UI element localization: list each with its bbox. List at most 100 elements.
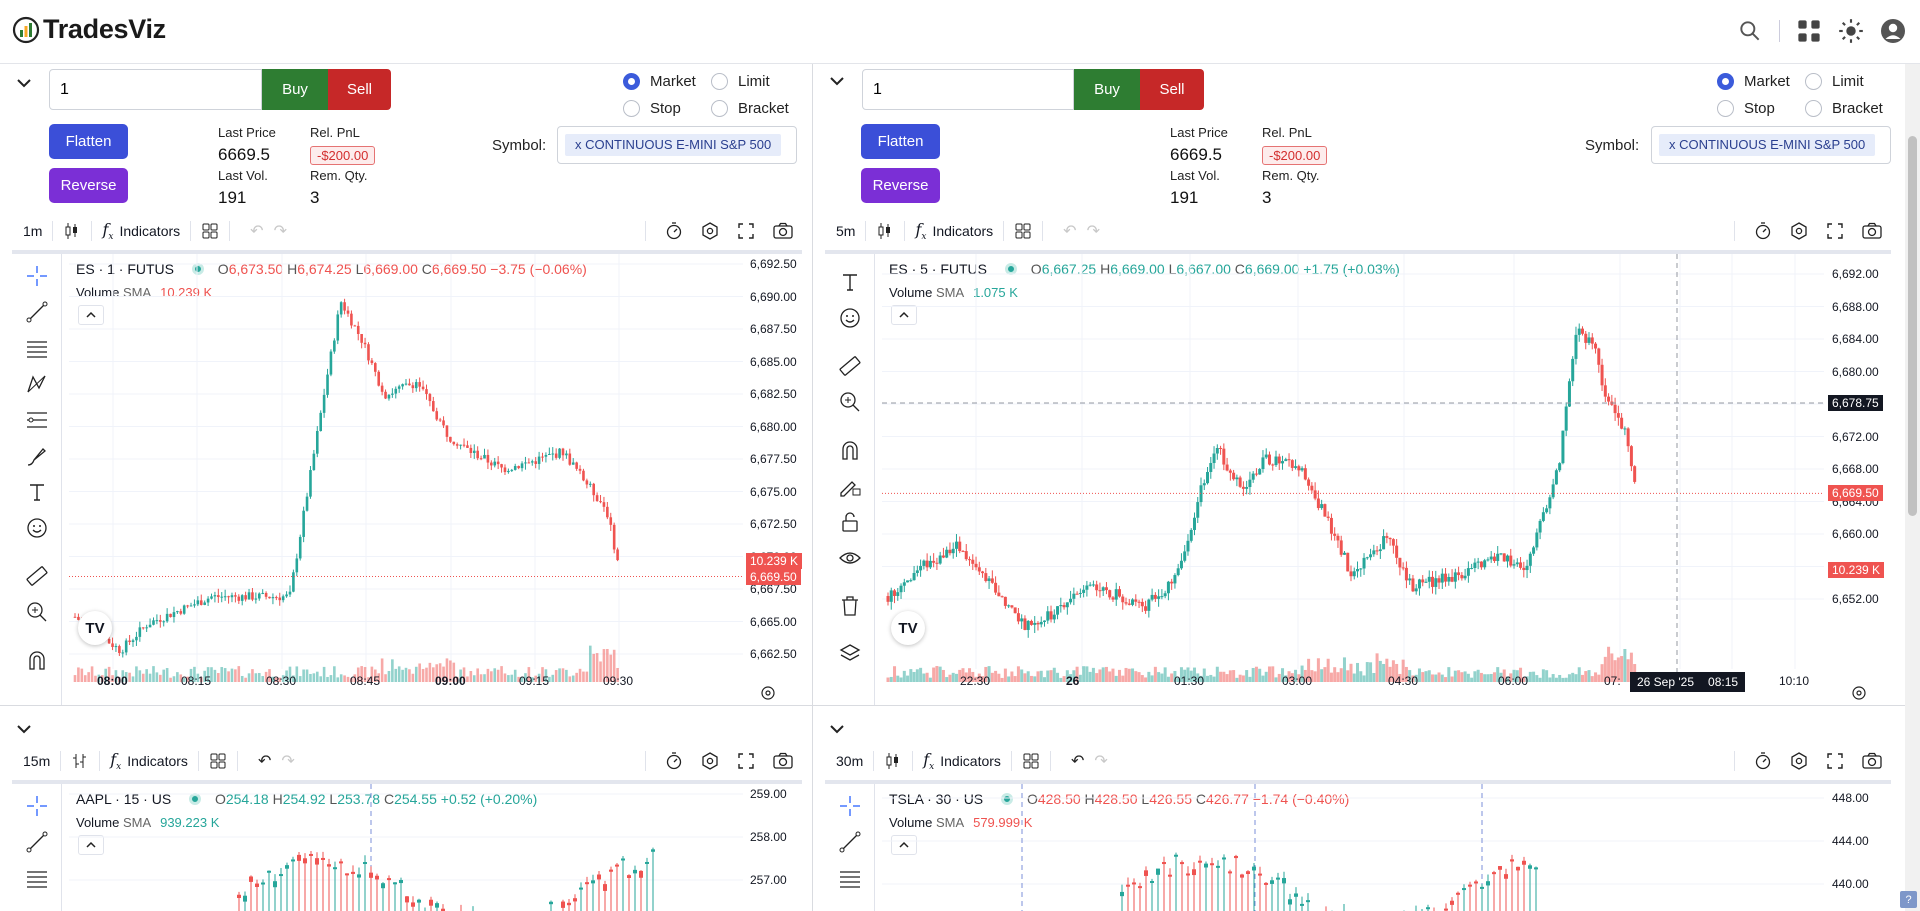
candles-area[interactable] [882,254,1824,684]
fullscreen-icon[interactable] [1825,751,1845,771]
app-logo[interactable]: TradesViz [12,14,166,45]
fib-lines-icon[interactable] [25,336,49,360]
collapse-chevron-icon[interactable] [14,719,34,739]
crosshair-icon[interactable] [838,794,862,818]
candle-type-icon[interactable] [63,222,81,240]
candle-type-icon[interactable] [884,752,902,770]
fib-lines-icon[interactable] [25,866,49,890]
ruler-icon[interactable] [25,564,49,588]
trash-icon[interactable] [838,594,862,618]
indicators-button[interactable]: Indicators [127,753,188,769]
camera-icon[interactable] [1861,221,1883,241]
layout-grid-icon[interactable] [201,222,219,240]
fullscreen-icon[interactable] [736,221,756,241]
time-axis[interactable]: 08:00 08:15 08:30 08:45 09:00 09:15 09:30 [69,669,743,705]
scrollbar-thumb[interactable] [1908,136,1917,516]
page-scrollbar[interactable] [1905,64,1920,911]
emoji-icon[interactable] [25,516,49,540]
interval-button[interactable]: 15m [23,753,51,769]
fib-lines-icon[interactable] [838,866,862,890]
price-chart[interactable]: ES · 5 · FUTUS O6,667.25 H6,669.00 L6,66… [825,250,1891,705]
price-axis[interactable]: 6,692.006,688.006,684.006,680.006,676.00… [1828,254,1891,684]
replay-icon[interactable] [664,751,684,771]
price-chart[interactable]: AAPL · 15 · US O254.18 H254.92 L253.78 C… [12,780,802,911]
sell-button[interactable]: Sell [1140,69,1204,110]
price-chart[interactable]: TSLA · 30 · US O428.50 H428.50 L426.55 C… [825,780,1891,911]
grid-apps-icon[interactable] [1796,18,1822,44]
zoom-in-icon[interactable] [838,390,862,414]
settings-hex-icon[interactable] [700,751,720,771]
symbol-title[interactable]: TSLA · 30 · US [889,791,984,807]
symbol-select[interactable]: x CONTINUOUS E-MINI S&P 500 [1651,126,1891,164]
reverse-button[interactable]: Reverse [49,168,128,203]
order-type-market[interactable]: Market [1717,73,1790,90]
eye-icon[interactable] [838,546,862,570]
order-type-limit[interactable]: Limit [1805,73,1864,90]
trend-line-icon[interactable] [25,300,49,324]
indicators-button[interactable]: Indicators [940,753,1001,769]
crosshair-icon[interactable] [25,264,49,288]
symbol-title[interactable]: AAPL · 15 · US [76,791,172,807]
price-axis[interactable]: 448.00 444.00 440.00 [1828,784,1891,911]
replay-icon[interactable] [1753,221,1773,241]
price-axis[interactable]: 259.00 258.00 257.00 [746,784,802,911]
candles-area[interactable] [69,254,743,684]
search-icon[interactable] [1737,18,1763,44]
interval-button[interactable]: 30m [836,753,864,769]
panel-divider-horizontal[interactable] [0,705,1920,706]
price-chart[interactable]: ES · 1 · FUTUS O6,673.50 H6,674.25 L6,66… [12,250,803,705]
panel-divider-vertical[interactable] [812,64,813,911]
interval-button[interactable]: 5m [836,223,856,239]
brush-icon[interactable] [25,444,49,468]
lock-pencil-icon[interactable] [838,474,862,498]
fullscreen-icon[interactable] [736,751,756,771]
buy-button[interactable]: Buy [1074,69,1140,110]
redo-icon[interactable]: ↷ [281,753,295,770]
magnet-icon[interactable] [25,648,49,672]
replay-icon[interactable] [1753,751,1773,771]
order-type-bracket[interactable]: Bracket [1805,100,1883,117]
undo-icon[interactable]: ↶ [1070,753,1085,770]
camera-icon[interactable] [1861,751,1883,771]
bar-type-icon[interactable] [71,752,89,770]
lock-icon[interactable] [838,510,862,534]
order-type-market[interactable]: Market [623,73,696,90]
quantity-input[interactable] [862,69,1074,110]
emoji-icon[interactable] [838,306,862,330]
symbol-tag[interactable]: x CONTINUOUS E-MINI S&P 500 [1659,134,1876,156]
text-tool-icon[interactable] [25,480,49,504]
theme-sun-icon[interactable] [1838,18,1864,44]
flatten-button[interactable]: Flatten [49,124,128,159]
redo-icon[interactable]: ↷ [1086,223,1100,240]
time-axis[interactable]: 22:302601:3003:0004:3006:0007:0010:1026 … [882,669,1824,705]
settings-hex-icon[interactable] [700,221,720,241]
crosshair-icon[interactable] [25,794,49,818]
legend-collapse-button[interactable] [78,835,104,855]
replay-icon[interactable] [664,221,684,241]
pattern-icon[interactable] [25,372,49,396]
time-settings-icon[interactable] [1850,684,1868,702]
undo-icon[interactable]: ↶ [1063,223,1077,240]
collapse-chevron-icon[interactable] [827,71,847,91]
settings-hex-icon[interactable] [1789,751,1809,771]
redo-icon[interactable]: ↷ [1094,753,1108,770]
collapse-chevron-icon[interactable] [827,719,847,739]
legend-collapse-button[interactable] [891,835,917,855]
time-settings-icon[interactable] [759,684,777,702]
legend-collapse-button[interactable] [891,305,917,325]
magnet-icon[interactable] [838,438,862,462]
order-type-stop[interactable]: Stop [1717,100,1775,117]
tradingview-logo[interactable]: TV [891,611,925,645]
sell-button[interactable]: Sell [328,69,391,110]
price-axis[interactable]: 6,692.50 6,690.00 6,687.50 6,685.00 6,682.50… [746,254,803,684]
zoom-in-icon[interactable] [25,600,49,624]
quantity-input[interactable] [49,69,262,110]
legend-collapse-button[interactable] [78,305,104,325]
camera-icon[interactable] [772,751,794,771]
symbol-tag[interactable]: x CONTINUOUS E-MINI S&P 500 [565,134,782,156]
reverse-button[interactable]: Reverse [861,168,940,203]
candles-area[interactable] [69,784,743,911]
order-type-bracket[interactable]: Bracket [711,100,789,117]
candles-area[interactable] [882,784,1824,911]
symbol-title[interactable]: ES · 1 · FUTUS [76,261,175,277]
